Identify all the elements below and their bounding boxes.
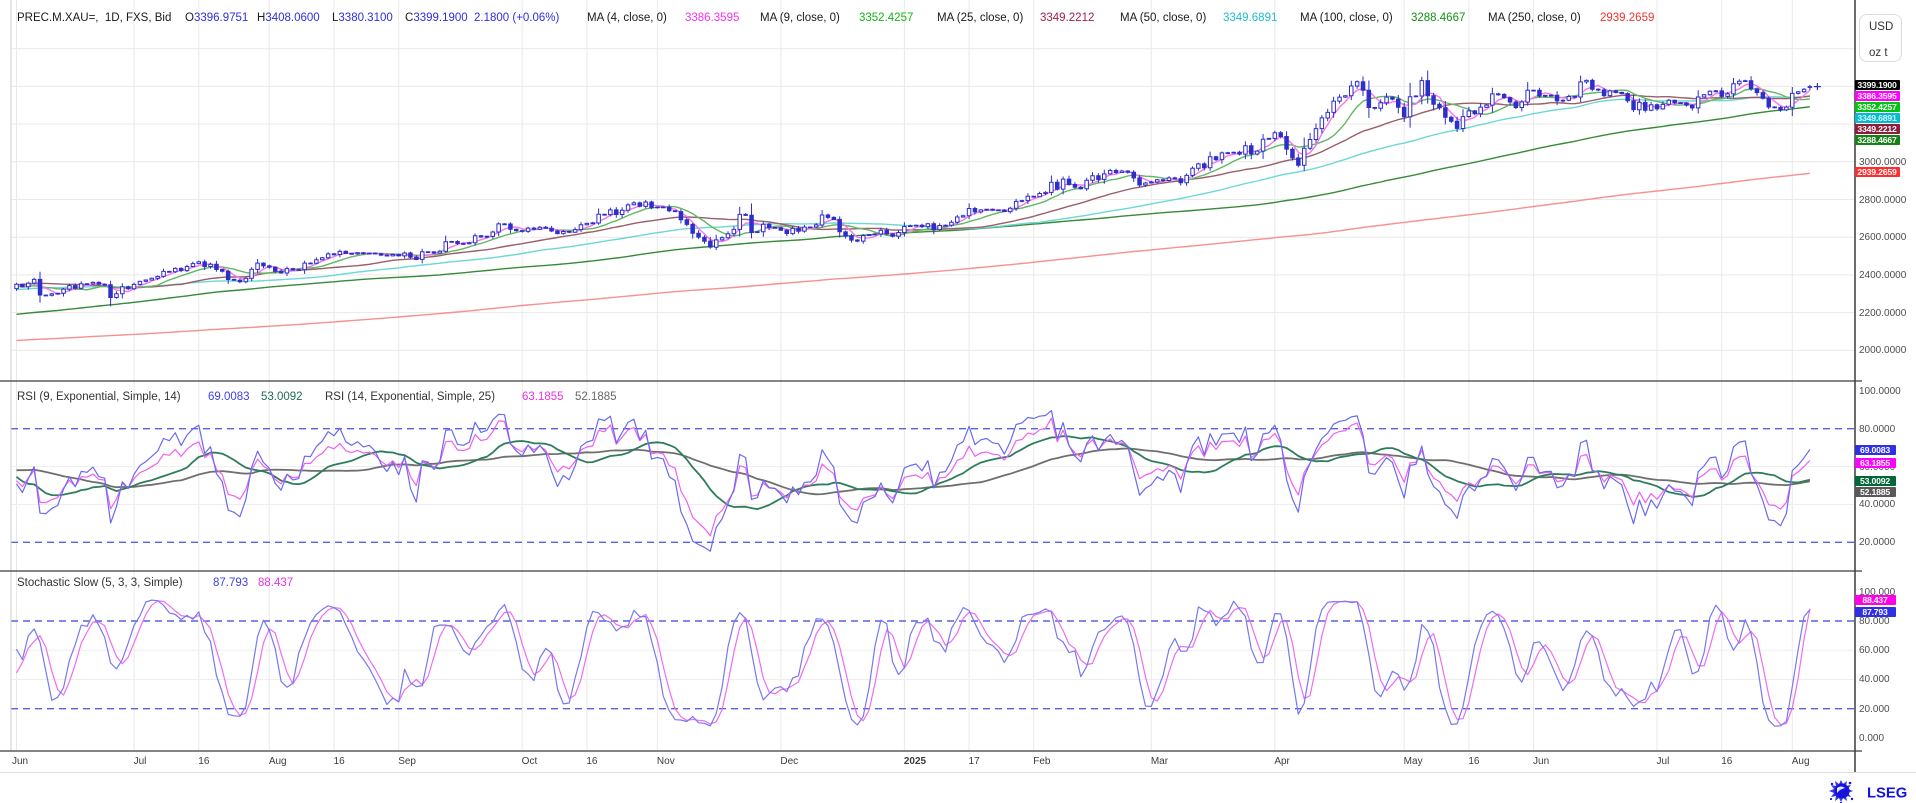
svg-text:LSEG: LSEG xyxy=(1867,785,1907,801)
